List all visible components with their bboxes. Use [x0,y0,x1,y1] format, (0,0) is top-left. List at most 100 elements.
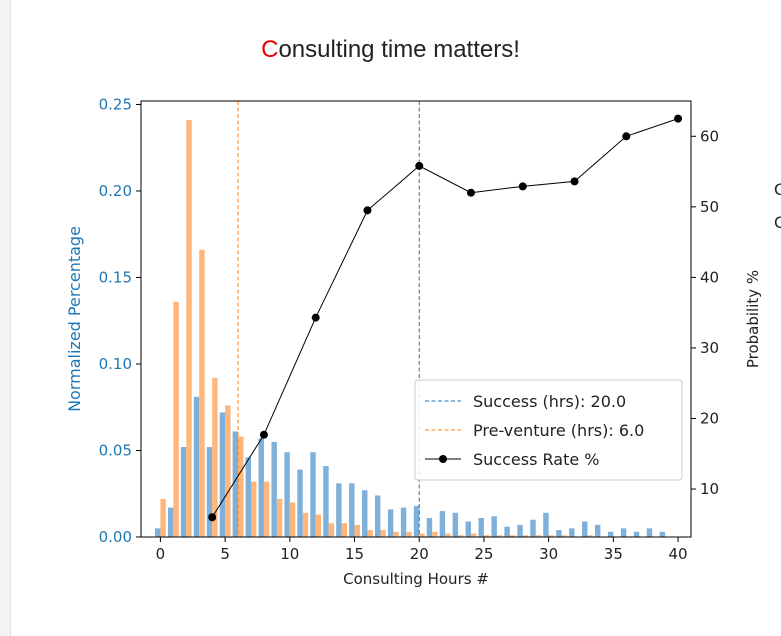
rate-point [311,313,320,322]
success-bar [258,438,264,537]
preventure-bar [289,502,296,537]
legend-preventure-label: Pre-venture (hrs): 6.0 [473,421,644,440]
preventure-bar [341,523,348,537]
x-tick-label: 10 [280,545,299,563]
rate-point [674,114,683,123]
preventure-bar [522,535,529,537]
preventure-bar [535,535,542,537]
x-tick-label: 20 [410,545,429,563]
preventure-bar [419,533,425,537]
rate-point [415,161,424,170]
x-tick-label: 35 [604,545,623,563]
preventure-bar [561,535,568,537]
rate-point [363,206,372,215]
rate-point [570,177,579,186]
success-rate-line [208,114,683,522]
preventure-bar [199,249,205,538]
preventure-bar [225,405,231,537]
preventure-bar [393,531,399,537]
preventure-bar [238,436,244,537]
success-bar [478,517,484,537]
success-bar [413,505,420,537]
success-bar [284,452,290,537]
preventure-bar [328,523,335,537]
x-tick-label: 15 [345,545,364,563]
x-tick-label: 0 [156,545,166,563]
success-bar [620,528,627,537]
title-first-letter: C [261,36,279,63]
preventure-bar [302,512,309,537]
success-bar [491,516,497,537]
success-bar [336,483,342,537]
success-bar [556,530,562,537]
success-bar [245,457,251,537]
success-bar [193,396,200,537]
success-bar [154,528,161,537]
x-tick-label: 30 [539,545,558,563]
title-rest: onsulting time matters! [278,36,520,63]
success-bar [465,521,471,537]
success-bar [439,511,446,537]
success-bar [452,512,459,537]
preventure-bar [458,535,464,537]
success-bar [543,512,549,537]
x-tick-label: 40 [669,545,688,563]
legend-rate-marker [439,455,447,463]
preventure-bar [315,514,322,537]
preventure-bar [186,120,192,538]
success-bar [374,495,381,537]
success-bar [167,507,174,537]
preventure-bar [173,301,179,537]
y-axis-label: Normalized Percentage [65,226,84,412]
success-bar [426,517,433,537]
success-bar [323,466,329,537]
chart-title: Consulting time matters! [0,36,781,64]
y2-tick-label: 30 [700,339,719,357]
preventure-bar [276,498,283,537]
success-bars [154,396,666,537]
clipped-text-1: C [774,180,781,199]
success-bar [387,509,394,537]
preventure-bar [483,535,490,537]
preventure-bar [548,535,555,537]
y2-tick-label: 20 [700,409,719,427]
success-bar [400,507,407,537]
success-bar [362,490,368,537]
y2-tick-label: 40 [700,268,719,286]
success-bar [594,524,601,537]
y-tick-label: 0.05 [99,441,132,459]
success-bar [633,531,640,537]
preventure-bars [160,120,593,538]
window-left-edge [0,0,11,636]
y-tick-label: 0.10 [99,355,132,373]
clipped-text-2: C [774,213,781,232]
preventure-bar [587,535,593,537]
preventure-bar [406,531,412,537]
success-bar [504,526,510,537]
success-bar [517,524,523,537]
plot-frame [140,100,692,538]
preventure-bar [367,530,373,537]
preventure-bar [445,533,451,537]
y-tick-label: 0.00 [99,528,132,546]
legend-rate-label: Success Rate % [473,450,599,469]
y-tick-label: 0.20 [99,182,132,200]
axes: 0 5 10 15 20 25 30 35 40 Consulting Hours # 0.00 0.… [65,95,762,588]
success-bar [569,528,575,537]
rate-point [467,188,475,197]
success-bar [310,452,316,537]
rate-point [518,182,527,191]
preventure-bar [432,531,438,537]
preventure-bar [354,524,360,537]
preventure-bar [509,535,516,537]
preventure-bar [471,533,477,537]
y2-tick-label: 10 [700,480,719,498]
x-axis-label: Consulting Hours # [343,570,489,588]
success-bar [607,531,614,537]
success-bar [271,441,277,537]
legend: Success (hrs): 20.0 Pre-venture (hrs): 6.… [414,379,683,481]
preventure-bar [212,377,218,537]
preventure-bar [380,530,386,537]
y-tick-label: 0.15 [99,268,132,286]
